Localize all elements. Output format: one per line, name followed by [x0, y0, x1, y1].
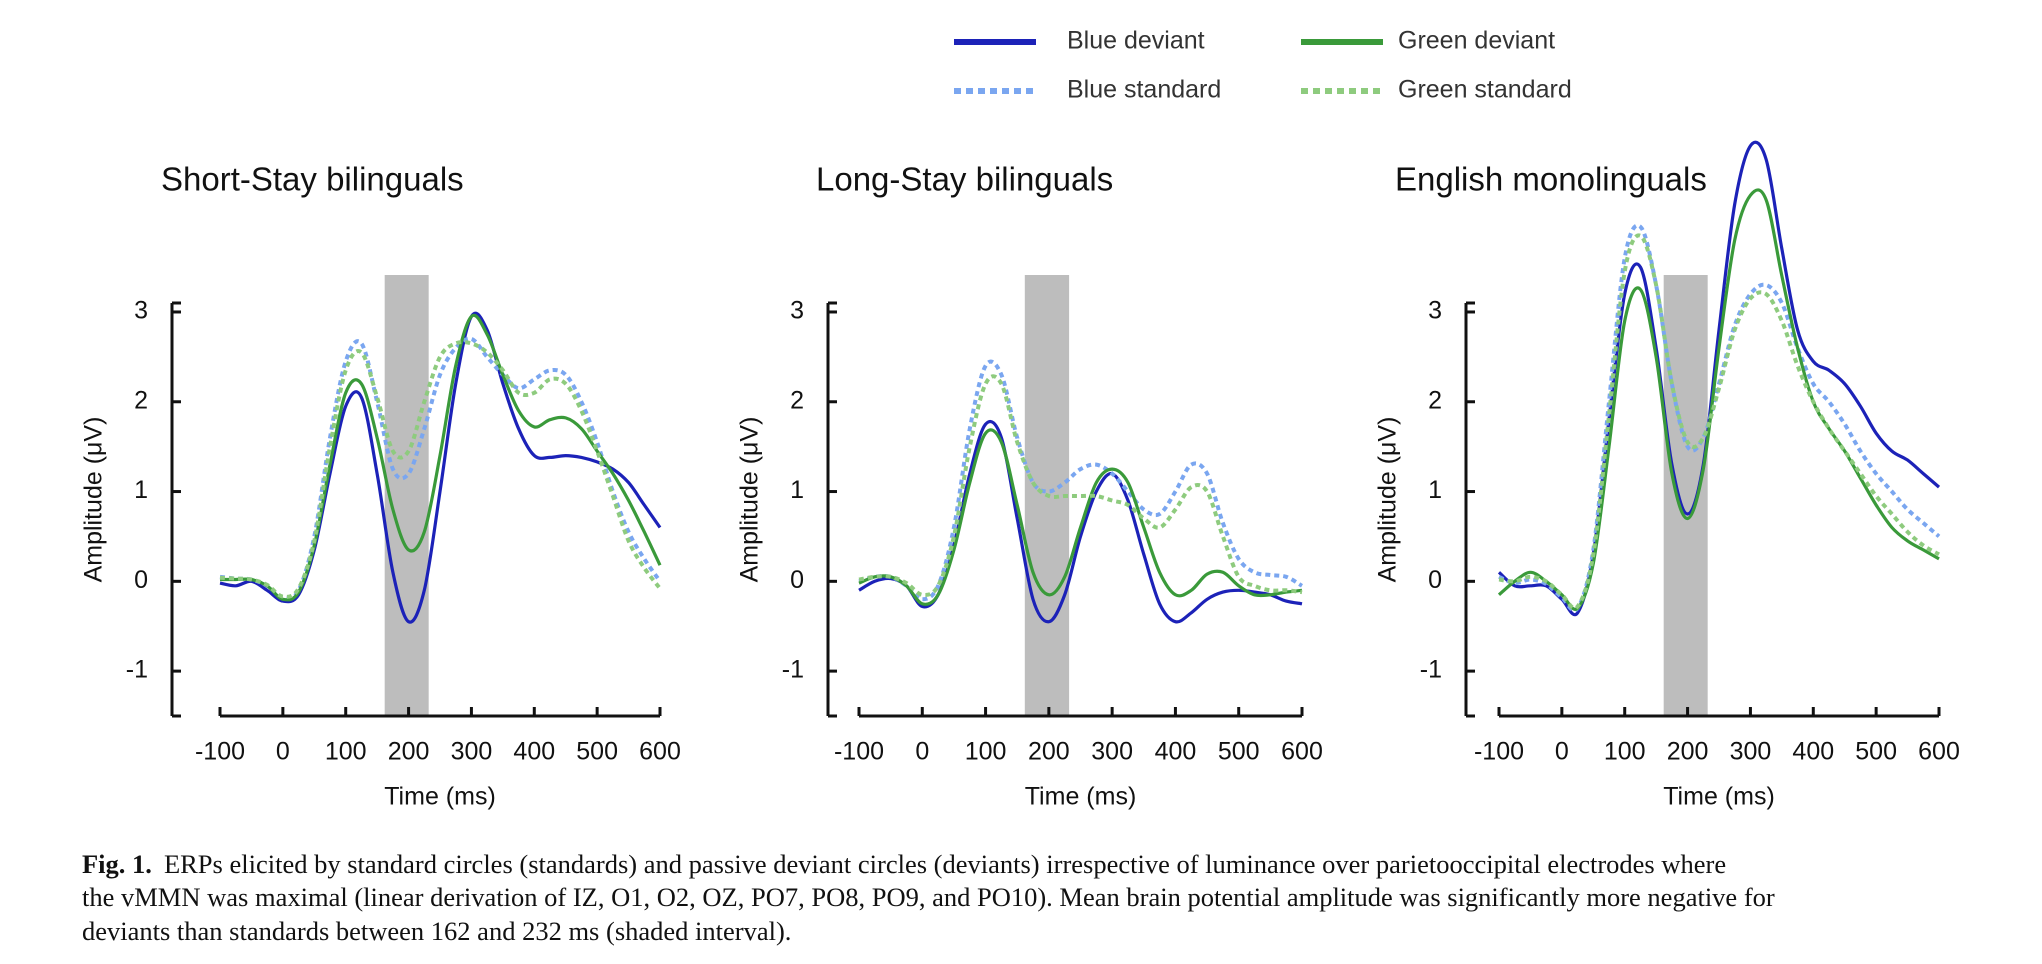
series-line [219, 336, 662, 601]
series-line [1497, 188, 1940, 611]
chart-title: English monolinguals [1395, 161, 1707, 198]
x-tick-label: 200 [1667, 738, 1709, 766]
y-tick-label: 1 [134, 476, 148, 504]
x-tick-label: 600 [1281, 738, 1323, 766]
x-tick-label: 300 [1091, 738, 1133, 766]
x-tick-label: 0 [915, 738, 929, 766]
x-tick-label: 200 [1028, 738, 1070, 766]
x-tick-label: 200 [388, 738, 430, 766]
x-tick-label: 500 [1218, 738, 1260, 766]
y-tick-label: 0 [790, 566, 804, 594]
y-axis-label: Amplitude (μV) [736, 417, 764, 583]
y-tick-label: -1 [1420, 656, 1442, 684]
legend-label: Green standard [1398, 76, 1572, 104]
y-tick-label: 3 [134, 297, 148, 325]
caption-line: Fig. 1. ERPs elicited by standard circles… [82, 849, 1726, 879]
x-tick-label: -100 [1474, 738, 1524, 766]
legend-label: Blue deviant [1067, 27, 1205, 55]
caption-label: Fig. 1. [82, 849, 152, 879]
x-tick-label: -100 [195, 738, 245, 766]
y-tick-label: 2 [1428, 386, 1442, 414]
x-tick-label: -100 [834, 738, 884, 766]
series-line [858, 419, 1303, 624]
x-tick-label: 100 [325, 738, 367, 766]
caption-line: deviants than standards between 162 and … [82, 916, 791, 946]
x-tick-label: 300 [451, 738, 493, 766]
y-axis-label: Amplitude (μV) [1374, 417, 1402, 583]
y-tick-label: -1 [782, 656, 804, 684]
x-tick-label: 500 [576, 738, 618, 766]
x-tick-label: 0 [1555, 738, 1569, 766]
y-tick-label: 0 [1428, 566, 1442, 594]
series-line [220, 313, 662, 602]
y-tick-label: -1 [126, 656, 148, 684]
series-line [858, 374, 1303, 597]
x-tick-label: 500 [1855, 738, 1897, 766]
y-tick-label: 3 [790, 297, 804, 325]
y-tick-label: 2 [790, 386, 804, 414]
chart-title: Long-Stay bilinguals [816, 161, 1113, 198]
series-line [219, 340, 662, 599]
x-tick-label: 400 [1155, 738, 1197, 766]
series-line [1497, 140, 1941, 617]
x-tick-label: 100 [965, 738, 1007, 766]
shaded-interval [384, 275, 429, 716]
series-line [858, 428, 1303, 606]
caption-text: deviants than standards between 162 and … [82, 916, 791, 946]
series-line [1498, 233, 1940, 611]
y-tick-label: 1 [1428, 476, 1442, 504]
y-tick-label: 2 [134, 386, 148, 414]
x-tick-label: 100 [1604, 738, 1646, 766]
series-line [1498, 223, 1941, 613]
x-tick-label: 400 [513, 738, 555, 766]
shaded-interval [1663, 275, 1708, 716]
y-tick-label: 0 [134, 566, 148, 594]
x-tick-label: 600 [639, 738, 681, 766]
y-tick-label: 3 [1428, 297, 1442, 325]
y-tick-label: 1 [790, 476, 804, 504]
legend-label: Green deviant [1398, 27, 1555, 55]
chart-title: Short-Stay bilinguals [161, 161, 464, 198]
caption-text: the vMMN was maximal (linear derivation … [82, 882, 1775, 912]
x-axis-label: Time (ms) [1663, 783, 1775, 811]
legend-label: Blue standard [1067, 76, 1221, 104]
x-tick-label: 600 [1918, 738, 1960, 766]
y-axis-label: Amplitude (μV) [80, 417, 108, 583]
series-line [858, 359, 1304, 602]
x-axis-label: Time (ms) [384, 783, 496, 811]
x-axis-label: Time (ms) [1025, 783, 1137, 811]
x-tick-label: 0 [276, 738, 290, 766]
x-tick-label: 400 [1792, 738, 1834, 766]
caption-line: the vMMN was maximal (linear derivation … [82, 882, 1775, 912]
caption-text: ERPs elicited by standard circles (stand… [164, 849, 1726, 879]
x-tick-label: 300 [1730, 738, 1772, 766]
